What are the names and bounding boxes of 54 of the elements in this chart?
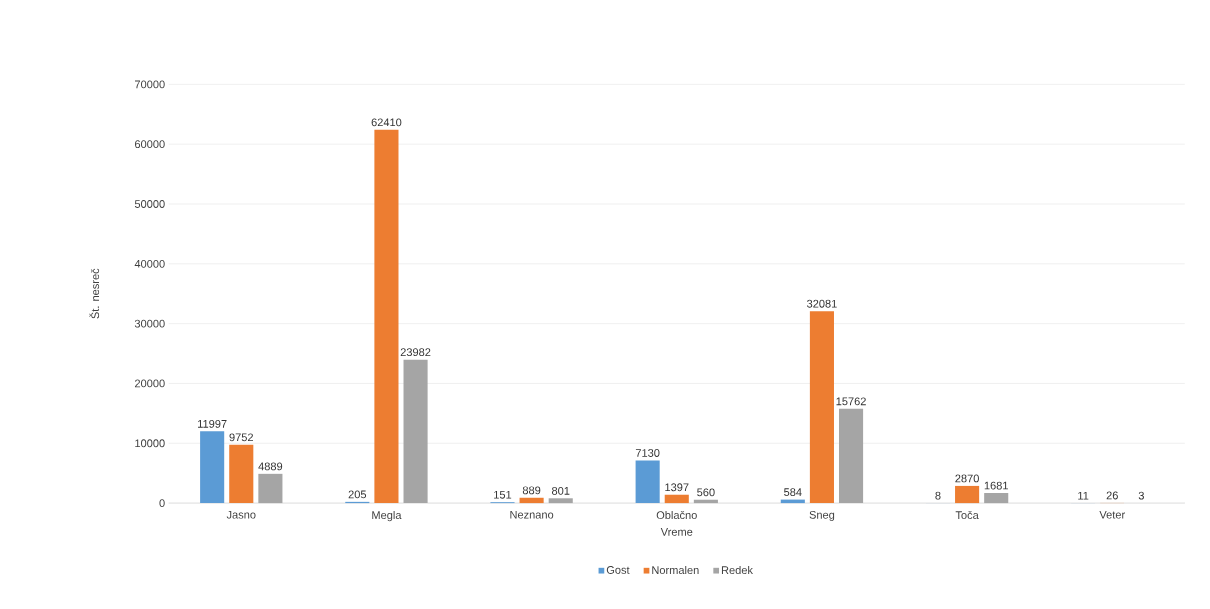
data-label: 8 <box>935 491 941 500</box>
bar <box>200 431 225 504</box>
bar <box>984 493 1009 504</box>
y-tick-label: 0 <box>159 499 165 508</box>
x-tick-label: Toča <box>955 511 979 520</box>
y-tick-label: 30000 <box>134 319 165 328</box>
x-tick-label: Oblačno <box>656 511 697 520</box>
legend-label: Normalen <box>652 566 699 575</box>
data-label: 15762 <box>836 397 866 406</box>
bar <box>839 409 864 504</box>
y-tick-label: 60000 <box>135 140 165 149</box>
data-label: 11 <box>1078 492 1089 500</box>
data-label: 889 <box>522 486 541 495</box>
data-label: 62410 <box>371 118 402 127</box>
data-label: 584 <box>784 488 802 497</box>
y-tick-label: 10000 <box>135 439 165 448</box>
y-tick-label: 40000 <box>134 260 165 268</box>
data-label: 205 <box>348 490 367 499</box>
data-label: 801 <box>551 487 570 495</box>
y-axis-title: Št. nesreč <box>89 268 100 319</box>
y-tick-label: 70000 <box>135 80 165 89</box>
bar <box>955 486 980 504</box>
bar <box>809 311 834 504</box>
bar <box>403 359 428 504</box>
data-label: 1681 <box>984 481 1008 490</box>
x-tick-label: Megla <box>372 511 402 522</box>
x-axis-title: Vreme <box>660 528 693 537</box>
data-label: 26 <box>1106 491 1118 500</box>
bar <box>635 460 660 504</box>
legend-label: Gost <box>606 566 630 575</box>
y-tick-label: 20000 <box>134 379 165 388</box>
bar <box>374 129 399 504</box>
data-label: 9752 <box>229 433 254 442</box>
y-tick-label: 50000 <box>134 200 165 209</box>
data-label: 11997 <box>198 420 227 429</box>
data-label: 2870 <box>955 474 979 483</box>
data-label: 560 <box>697 488 715 497</box>
data-label: 32081 <box>807 300 837 308</box>
x-tick-label: Veter <box>1099 511 1125 519</box>
legend-label: Redek <box>721 566 753 575</box>
bar <box>229 444 254 504</box>
data-label: 3 <box>1138 491 1144 500</box>
bar <box>664 494 689 504</box>
bar <box>258 474 283 504</box>
bar <box>548 498 573 504</box>
data-label: 7130 <box>635 449 660 458</box>
data-label: 4889 <box>258 462 283 471</box>
bar <box>519 498 544 504</box>
x-tick-label: Sneg <box>809 511 835 522</box>
data-label: 1397 <box>665 483 689 492</box>
data-label: 151 <box>494 491 512 499</box>
x-tick-label: Neznano <box>510 511 554 519</box>
x-tick-label: Jasno <box>226 511 256 519</box>
data-label: 23982 <box>400 348 431 357</box>
